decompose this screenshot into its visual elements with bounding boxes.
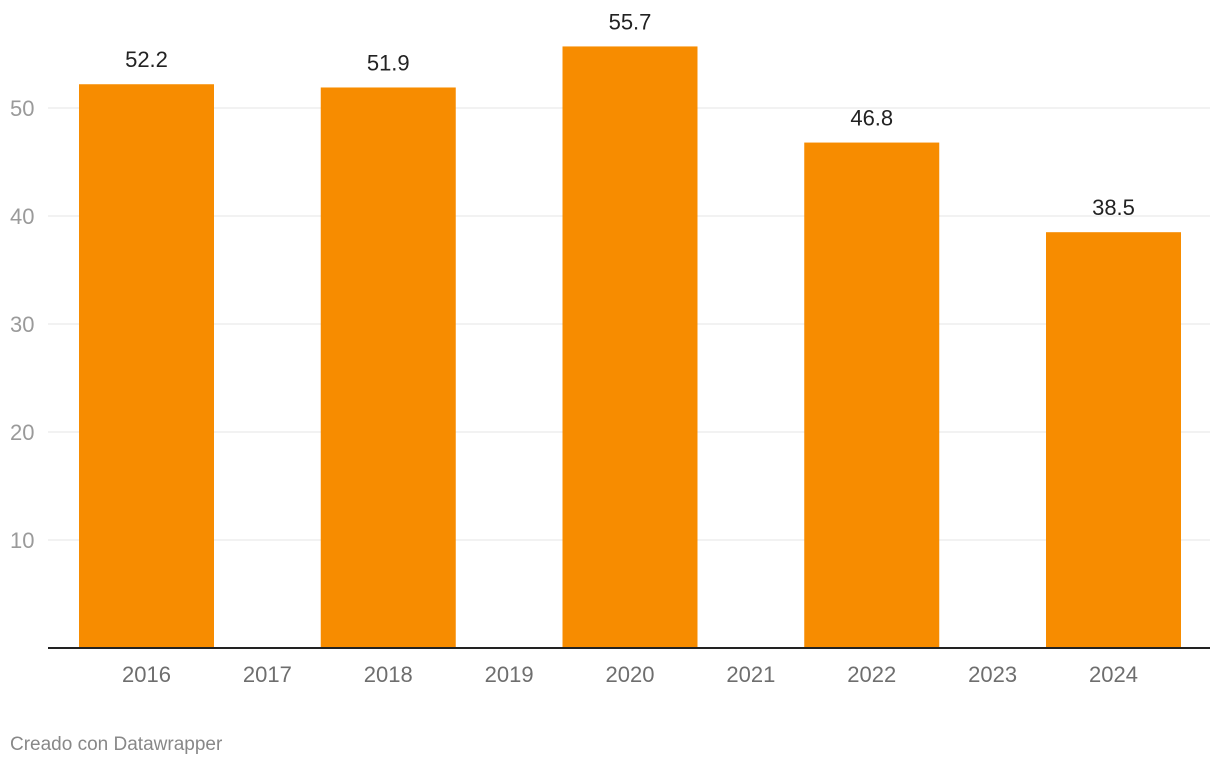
y-axis-ticks: 10 20 30 40 50 — [10, 96, 34, 553]
data-label-2020: 55.7 — [609, 9, 652, 34]
datawrapper-credit: Creado con Datawrapper — [10, 734, 223, 755]
x-tick-label-2022: 2022 — [847, 662, 896, 687]
bar-2018[interactable] — [320, 87, 456, 649]
y-tick-label-20: 20 — [10, 420, 34, 445]
x-tick-label-2019: 2019 — [485, 662, 534, 687]
bar-2020[interactable] — [562, 46, 698, 648]
x-tick-label-2023: 2023 — [968, 662, 1017, 687]
x-tick-label-2016: 2016 — [122, 662, 171, 687]
bars — [79, 46, 1181, 649]
x-tick-label-2021: 2021 — [726, 662, 775, 687]
bar-2016[interactable] — [79, 84, 214, 649]
data-label-2016: 52.2 — [125, 47, 168, 72]
bar-chart: 10 20 30 40 50 52.2 51.9 55.7 46.8 38.5 2016 2017… — [10, 9, 1210, 687]
data-label-2018: 51.9 — [367, 50, 410, 75]
data-label-2022: 46.8 — [850, 106, 893, 131]
y-tick-label-50: 50 — [10, 96, 34, 121]
y-tick-label-40: 40 — [10, 204, 34, 229]
bar-2022[interactable] — [804, 142, 940, 648]
bar-2024[interactable] — [1046, 232, 1181, 648]
x-tick-label-2017: 2017 — [243, 662, 292, 687]
x-tick-label-2020: 2020 — [606, 662, 655, 687]
y-tick-label-30: 30 — [10, 312, 34, 337]
x-axis-ticks: 2016 2017 2018 2019 2020 2021 2022 2023 2024 — [122, 662, 1138, 687]
x-tick-label-2018: 2018 — [364, 662, 413, 687]
data-label-2024: 38.5 — [1092, 195, 1135, 220]
data-labels: 52.2 51.9 55.7 46.8 38.5 — [125, 9, 1135, 220]
y-tick-label-10: 10 — [10, 528, 34, 553]
x-tick-label-2024: 2024 — [1089, 662, 1138, 687]
